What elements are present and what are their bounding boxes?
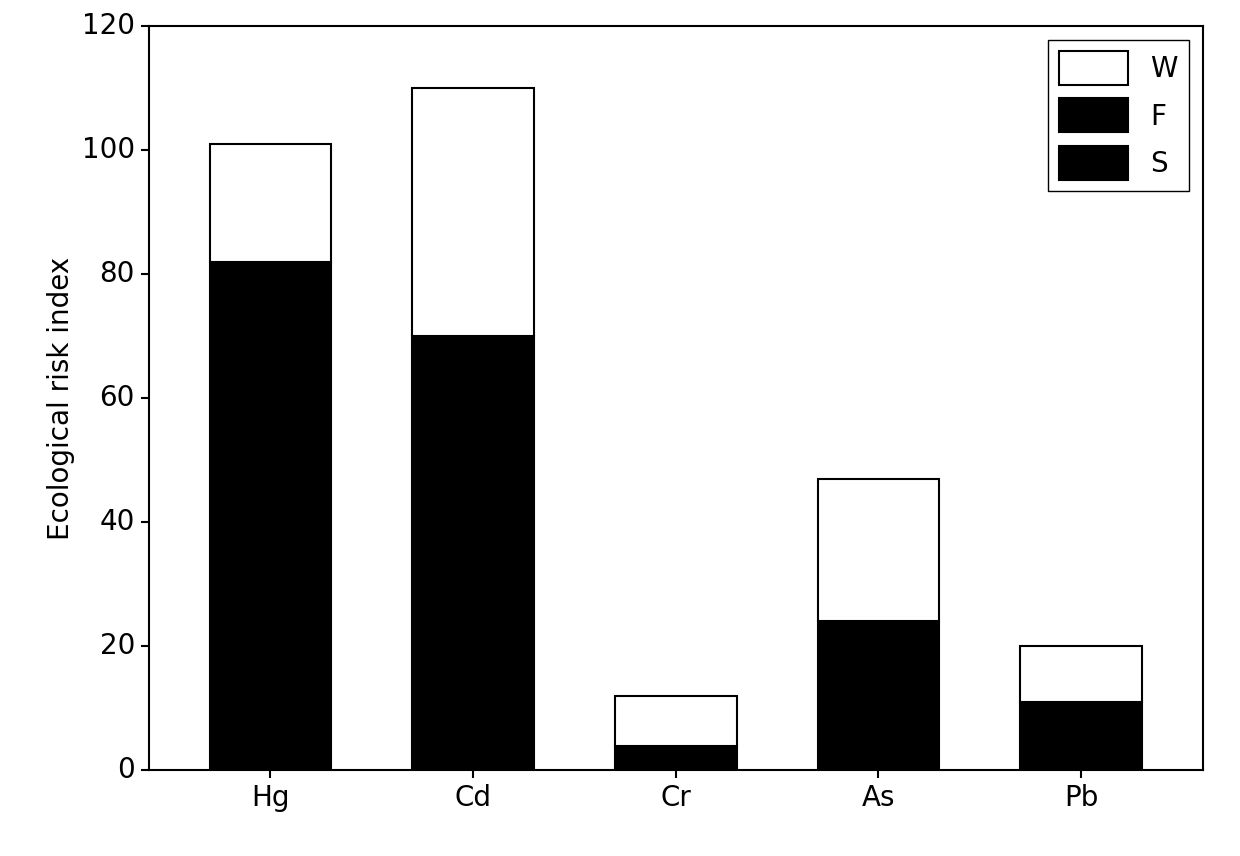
Bar (210, 144, 331, 262)
Bar (1021, 646, 1142, 702)
Bar (412, 88, 534, 336)
Bar (210, 262, 331, 770)
Bar (615, 746, 737, 770)
Bar (817, 621, 940, 770)
Y-axis label: Ecological risk index: Ecological risk index (47, 257, 74, 539)
Bar (412, 336, 534, 770)
Legend: W, F, S: W, F, S (1048, 39, 1189, 191)
Bar (1021, 702, 1142, 770)
Bar (615, 696, 737, 746)
Bar (817, 479, 940, 621)
